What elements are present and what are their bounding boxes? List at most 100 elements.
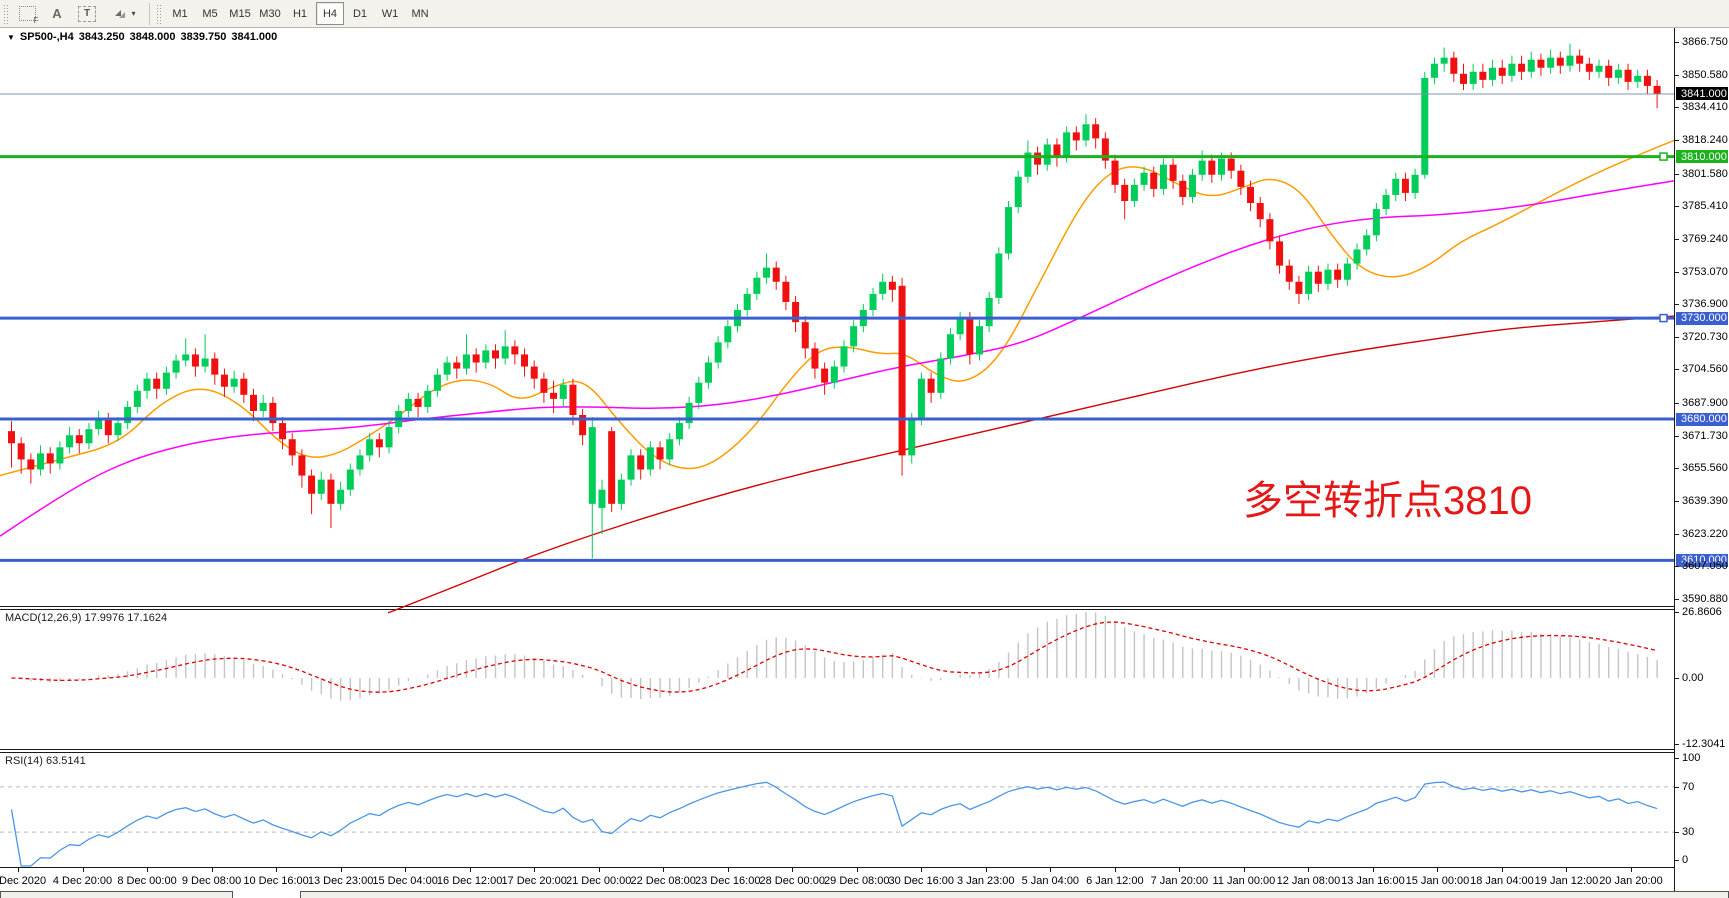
candle-body	[1576, 55, 1584, 64]
price-tick-label[interactable]: 3834.410	[1682, 101, 1728, 114]
line-handle[interactable]	[1659, 152, 1668, 161]
candle-body	[133, 390, 141, 407]
price-tick-label[interactable]: 3785.410	[1682, 200, 1728, 213]
timeframe-button-m5[interactable]: M5	[202, 7, 218, 20]
chart-annotation-text[interactable]: 多空转折点3810	[1243, 479, 1532, 523]
timeframe-button-d1[interactable]: D1	[352, 7, 368, 20]
timeframe-button-h1[interactable]: H1	[292, 7, 308, 20]
candle-body	[569, 384, 577, 416]
price-axis[interactable]: 3810.000 3730.000 3680.000 3610.000 3841.000…	[1674, 28, 1729, 891]
time-tick-label[interactable]: 9 Dec 08:00	[181, 875, 242, 887]
price-tick-label[interactable]: 3639.390	[1682, 495, 1728, 508]
candle-body	[1237, 170, 1245, 187]
time-tick-label[interactable]: 5 Jan 04:00	[1021, 875, 1080, 887]
time-tick-label[interactable]: 4 Dec 20:00	[52, 875, 113, 887]
macd-axis-label[interactable]: 26.8606	[1682, 606, 1722, 618]
time-tick-label[interactable]: 8 Dec 00:00	[117, 875, 177, 887]
price-tick-label[interactable]: 3607.050	[1682, 560, 1728, 573]
rsi-axis-label[interactable]: 100	[1682, 752, 1701, 764]
candle-body	[37, 453, 45, 470]
time-tick-label[interactable]: 6 Jan 12:00	[1086, 875, 1144, 887]
time-tick-label[interactable]: 12 Jan 08:00	[1276, 875, 1341, 887]
toolbar-separator	[149, 2, 150, 25]
price-tick-label[interactable]: 3590.880	[1682, 592, 1728, 605]
time-tick-label[interactable]: 19 Jan 12:00	[1534, 875, 1599, 887]
candle-body	[1343, 263, 1351, 280]
macd-axis-label[interactable]: -12.3041	[1682, 738, 1726, 750]
time-tick-label[interactable]: 15 Dec 04:00	[372, 875, 438, 887]
time-tick	[1566, 868, 1568, 872]
time-tick-label[interactable]: 22 Dec 08:00	[630, 875, 696, 887]
price-tick-label[interactable]: 3623.220	[1682, 527, 1728, 540]
candle-body	[646, 447, 654, 470]
dropdown-caret-icon[interactable]: ▾	[131, 9, 136, 18]
time-tick-label[interactable]: 13 Dec 23:00	[307, 875, 374, 887]
price-tick-label[interactable]: 3655.560	[1682, 462, 1728, 475]
time-tick-label[interactable]: 21 Dec 00:00	[565, 875, 632, 887]
price-tick-label[interactable]: 3687.900	[1682, 397, 1728, 410]
time-tick-label[interactable]: 15 Jan 00:00	[1405, 875, 1470, 887]
candle-body	[550, 392, 558, 399]
time-tick-label[interactable]: 29 Dec 08:00	[824, 875, 890, 887]
price-tick	[1675, 271, 1679, 273]
chart-tab[interactable]	[300, 891, 1729, 898]
candle-body	[308, 475, 316, 494]
price-tick-label[interactable]: 3753.070	[1682, 265, 1728, 278]
low-value: 3839.750	[180, 31, 227, 43]
timeframe-button-mn[interactable]: MN	[411, 7, 429, 20]
candle-body	[1276, 241, 1284, 266]
arrow-objects-icon[interactable]: ▾	[102, 3, 146, 24]
price-tick-label[interactable]: 3736.900	[1682, 298, 1728, 311]
price-tick-label[interactable]: 3818.240	[1682, 133, 1728, 146]
time-tick-label[interactable]: 7 Jan 20:00	[1150, 875, 1209, 887]
candle-body	[908, 419, 916, 456]
candle-body	[1585, 63, 1593, 72]
price-tick-label[interactable]: 3866.750	[1682, 36, 1728, 48]
price-tick-label[interactable]: 3720.730	[1682, 330, 1728, 343]
time-tick-label[interactable]: 10 Dec 16:00	[243, 875, 309, 887]
timeframe-button-m1[interactable]: M1	[172, 7, 188, 20]
collapse-triangle-icon[interactable]: ▼	[7, 32, 15, 42]
time-tick-label[interactable]: 13 Jan 16:00	[1341, 875, 1405, 887]
candle-body	[579, 415, 587, 436]
candle-body	[627, 455, 635, 480]
line-handle[interactable]	[1659, 313, 1668, 323]
time-tick-label[interactable]: 11 Jan 00:00	[1212, 875, 1276, 887]
indicators-grid-icon[interactable]	[12, 3, 42, 25]
text-box-icon[interactable]: T	[72, 3, 102, 24]
time-tick-label[interactable]: 3 Dec 2020	[0, 875, 47, 887]
candle-body	[1643, 75, 1651, 86]
time-tick-label[interactable]: 18 Jan 04:00	[1470, 875, 1534, 887]
time-tick-label[interactable]: 3 Jan 23:00	[957, 875, 1015, 887]
timeframe-button-m15[interactable]: M15	[229, 7, 251, 20]
time-tick-label[interactable]: 17 Dec 20:00	[501, 875, 567, 887]
macd-axis-label[interactable]: 0.00	[1682, 672, 1704, 684]
price-tick-label[interactable]: 3704.560	[1682, 363, 1728, 376]
timeframe-button-h4[interactable]: H4	[316, 2, 344, 25]
rsi-axis-label[interactable]: 0	[1682, 854, 1689, 866]
candle-body	[588, 427, 596, 504]
price-tick-label[interactable]: 3671.730	[1682, 429, 1728, 442]
toolbar-drag-handle[interactable]	[3, 3, 8, 24]
chart-tab[interactable]	[0, 891, 233, 898]
price-tick-label[interactable]: 3801.580	[1682, 167, 1728, 180]
time-tick-label[interactable]: 20 Jan 20:00	[1599, 875, 1663, 887]
time-tick	[856, 868, 858, 872]
time-tick-label[interactable]: 30 Dec 16:00	[888, 875, 954, 887]
time-tick-label[interactable]: 28 Dec 00:00	[759, 875, 825, 887]
price-chart-plot[interactable]	[0, 28, 1674, 898]
timeframe-button-w1[interactable]: W1	[381, 7, 399, 20]
rsi-axis-label[interactable]: 70	[1682, 780, 1695, 793]
price-tick-label[interactable]: 3850.580	[1682, 68, 1728, 81]
price-tick-label[interactable]: 3769.240	[1682, 232, 1728, 245]
time-tick-label[interactable]: 23 Dec 16:00	[695, 875, 761, 887]
timeframe-button-m30[interactable]: M30	[259, 7, 281, 20]
candle-body	[501, 346, 509, 359]
candle-body	[714, 342, 722, 363]
text-label-icon[interactable]: A	[52, 6, 62, 21]
rsi-axis-label[interactable]: 30	[1682, 826, 1695, 839]
time-tick-label[interactable]: 16 Dec 12:00	[436, 875, 503, 887]
candle-body	[879, 281, 887, 294]
time-axis[interactable]: 3 Dec 2020 4 Dec 20:00 8 Dec 00:00 9 Dec 08…	[0, 867, 1674, 892]
toolbar-drag-handle[interactable]	[156, 3, 161, 24]
